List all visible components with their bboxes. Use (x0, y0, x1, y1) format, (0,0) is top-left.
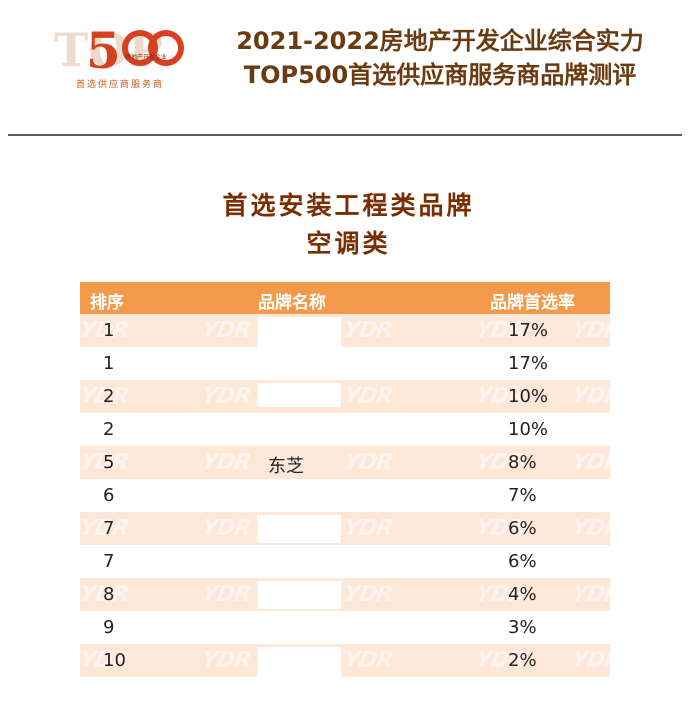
section-title-sub: 空调类 (306, 229, 391, 258)
watermark-text: YDR (341, 582, 395, 607)
page-title-line-1: 2021-2022房地产开发企业综合实力 (236, 27, 644, 55)
cell-rank: 1 (103, 320, 115, 341)
column-header-rate: 品牌首选率 (490, 293, 575, 313)
table-row: YDR YDR YDR YDR YDR 5 东芝 8% (80, 446, 610, 479)
redaction-block (257, 317, 341, 350)
cell-rank: 5 (103, 452, 115, 473)
cell-rank: 7 (103, 518, 115, 539)
top500-logo: TOP 5 房地产开发企业 首选供应商服务商 (52, 22, 190, 92)
cell-rank: 1 (103, 353, 115, 374)
ranking-table: 排序 品牌名称 品牌首选率 YDR YDR YDR YDR YDR 1 17% 1 17% YDR… (80, 282, 610, 677)
logo-inner-text: 房地产开发企业 (124, 54, 167, 61)
cell-rank: 9 (103, 617, 115, 638)
cell-rate: 2% (508, 650, 537, 671)
watermark-text: YDR (341, 384, 395, 409)
section-title: 首选安装工程类品牌 空调类 (0, 187, 697, 263)
watermark-text: YDR (199, 648, 253, 673)
cell-rate: 17% (508, 353, 549, 374)
redaction-block (257, 581, 341, 609)
table-row: YDR YDR YDR YDR YDR 7 6% (80, 512, 610, 545)
cell-rate: 7% (508, 485, 537, 506)
top500-logo-graphic: TOP 5 (54, 22, 184, 78)
page-title: 2021-2022房地产开发企业综合实力 TOP500首选供应商服务商品牌测评 (205, 24, 675, 92)
logo-subtitle: 首选供应商服务商 (75, 80, 164, 90)
watermark-text: YDR (341, 318, 395, 343)
watermark-text: YDR (569, 318, 610, 343)
table-row: 1 17% (80, 347, 610, 380)
cell-brand: 东芝 (268, 456, 304, 477)
watermark-text: YDR (199, 384, 253, 409)
cell-rate: 17% (508, 320, 549, 341)
cell-rate: 10% (508, 386, 549, 407)
redaction-block (257, 647, 341, 679)
redaction-block (257, 515, 341, 543)
table-row: 9 3% (80, 611, 610, 644)
table-body: YDR YDR YDR YDR YDR 1 17% 1 17% YDR YDR YDR YDR YDR 2 1… (80, 314, 610, 677)
cell-rank: 2 (103, 419, 115, 440)
watermark-text: YDR (341, 648, 395, 673)
table-row: YDR YDR YDR YDR YDR 8 4% (80, 578, 610, 611)
cell-rank: 8 (103, 584, 115, 605)
table-row: YDR YDR YDR YDR YDR 2 10% (80, 380, 610, 413)
cell-rate: 6% (508, 518, 537, 539)
watermark-text: YDR (569, 384, 610, 409)
watermark-text: YDR (199, 582, 253, 607)
table-row: 7 6% (80, 545, 610, 578)
table-row: YDR YDR YDR YDR YDR 1 17% (80, 314, 610, 347)
header-divider (8, 134, 682, 136)
watermark-text: YDR (199, 516, 253, 541)
cell-rank: 6 (103, 485, 115, 506)
cell-rate: 6% (508, 551, 537, 572)
cell-rank: 10 (103, 650, 126, 671)
cell-rank: 7 (103, 551, 115, 572)
watermark-text: YDR (569, 450, 610, 475)
cell-rate: 3% (508, 617, 537, 638)
table-row: 2 10% (80, 413, 610, 446)
page-title-line-2: TOP500首选供应商服务商品牌测评 (243, 61, 637, 89)
watermark-text: YDR (341, 516, 395, 541)
watermark-text: YDR (199, 450, 253, 475)
column-header-brand: 品牌名称 (258, 293, 326, 313)
cell-rank: 2 (103, 386, 115, 407)
section-title-main: 首选安装工程类品牌 (222, 191, 475, 220)
table-header: 排序 品牌名称 品牌首选率 (80, 282, 610, 314)
table-row: 6 7% (80, 479, 610, 512)
watermark-text: YDR (569, 516, 610, 541)
cell-rate: 8% (508, 452, 537, 473)
svg-text:5: 5 (86, 22, 121, 78)
redaction-block (257, 383, 341, 407)
table-row: YDR YDR YDR YDR YDR 10 2% (80, 644, 610, 677)
watermark-text: YDR (569, 648, 610, 673)
watermark-text: YDR (199, 318, 253, 343)
cell-rate: 10% (508, 419, 549, 440)
column-header-rank: 排序 (90, 293, 124, 313)
watermark-text: YDR (569, 582, 610, 607)
cell-rate: 4% (508, 584, 537, 605)
